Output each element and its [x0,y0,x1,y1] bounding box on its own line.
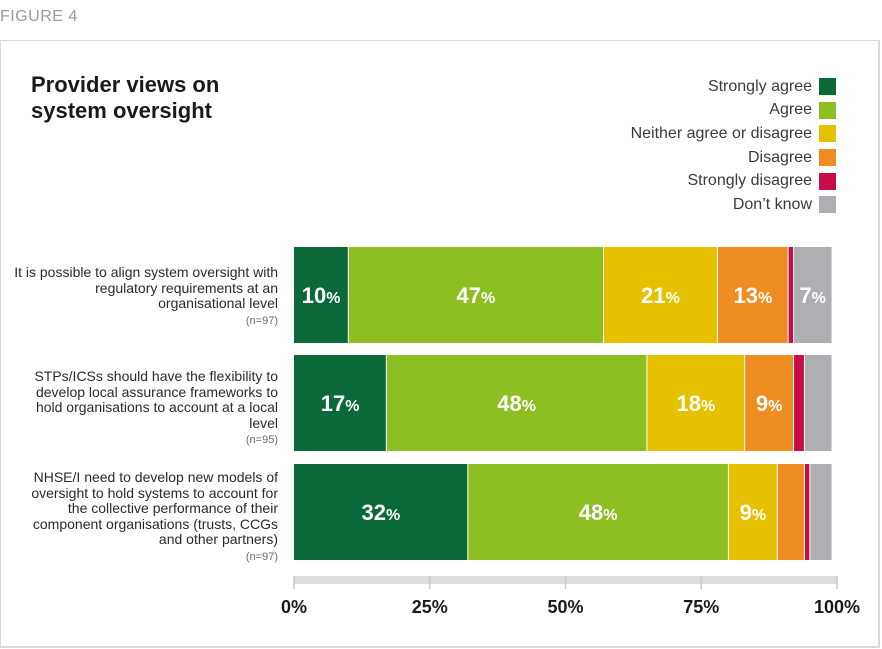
legend-item: Agree [631,99,836,123]
bar-segment [788,247,794,343]
data-label: 17% [321,391,360,416]
bar-segment [793,247,832,343]
bar-segment [804,464,810,560]
category-sample-size: (n=97) [245,550,278,563]
bar-segment [294,464,468,560]
data-label: 13% [733,283,772,308]
data-label: 32% [362,500,401,525]
figure-frame [0,40,880,648]
bar-segment [646,355,745,451]
chart-title: Provider views on system oversight [31,72,220,123]
data-label: 7% [799,283,825,308]
bar-segment [294,247,349,343]
bar-segment [603,247,718,343]
data-label: 9% [756,391,782,416]
figure-label: FIGURE 4 [0,8,78,25]
category-sample-size: (n=95) [245,434,278,446]
category-label: It is possible to align system oversight… [8,264,278,329]
x-tick-label: 50% [547,597,583,617]
bar-segment [777,464,805,560]
legend-swatch [819,172,836,190]
legend-item: Strongly agree [631,75,836,99]
data-label: 47% [457,283,496,308]
bar-segment [348,247,604,343]
legend-swatch [819,78,836,96]
data-label: 18% [676,391,715,416]
bar-segment [728,464,778,560]
x-tick-label: 0% [281,597,307,617]
category-label: STPs/ICSs should have the flexibility to… [8,368,278,449]
legend-label: Strongly disagree [687,172,812,190]
data-label: 10% [302,283,341,308]
data-label: 48% [579,500,618,525]
category-label-text: STPs/ICSs should have the flexibility to… [34,368,278,431]
legend-label: Don’t know [732,195,812,213]
bar-segment [809,464,832,560]
legend-item: Don’t know [631,193,836,217]
legend-item: Neither agree or disagree [631,122,836,146]
bar-segment [294,355,387,451]
data-label: 21% [641,283,680,308]
chart-legend: Strongly agree Agree Neither agree or disa… [631,75,836,217]
legend-item: Strongly disagree [631,169,836,193]
legend-label: Disagree [747,148,812,166]
legend-swatch [819,196,836,214]
category-label-text: It is possible to align system oversight… [14,264,278,311]
bar-segment [744,355,794,451]
legend-swatch [819,101,836,119]
legend-label: Strongly agree [707,77,812,95]
bar-segment [386,355,647,451]
legend-label: Neither agree or disagree [630,124,812,142]
bar-segment [804,355,832,451]
data-label: 9% [740,500,766,525]
category-label: NHSE/I need to develop new models of ove… [8,469,278,565]
data-label: 48% [497,391,536,416]
legend-swatch [819,149,836,167]
legend-swatch [819,125,836,143]
x-tick-label: 75% [683,597,719,617]
bar-segment [793,355,805,451]
x-tick-label: 100% [814,597,860,617]
x-tick-label: 25% [412,597,448,617]
bar-segment [467,464,729,560]
bar-segment [717,247,789,343]
category-label-text: NHSE/I need to develop new models of ove… [31,469,278,547]
category-sample-size: (n=97) [245,314,278,327]
legend-item: Disagree [631,146,836,170]
legend-label: Agree [769,101,812,119]
